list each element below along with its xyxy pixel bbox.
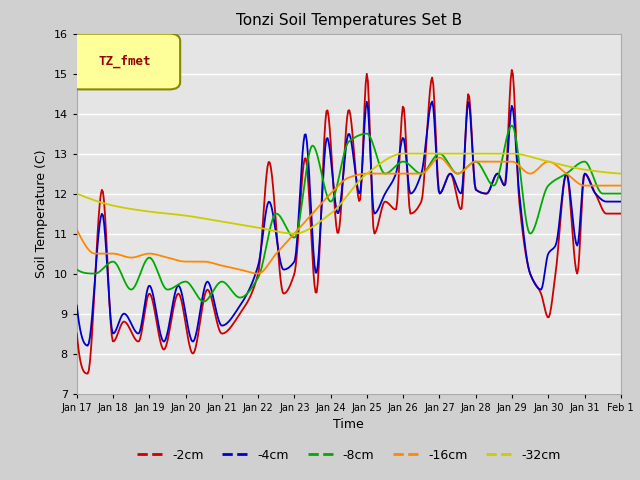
Text: TZ_fmet: TZ_fmet	[99, 54, 151, 68]
Legend: -2cm, -4cm, -8cm, -16cm, -32cm: -2cm, -4cm, -8cm, -16cm, -32cm	[132, 444, 566, 467]
FancyBboxPatch shape	[68, 34, 180, 89]
X-axis label: Time: Time	[333, 418, 364, 431]
Title: Tonzi Soil Temperatures Set B: Tonzi Soil Temperatures Set B	[236, 13, 462, 28]
Y-axis label: Soil Temperature (C): Soil Temperature (C)	[35, 149, 48, 278]
